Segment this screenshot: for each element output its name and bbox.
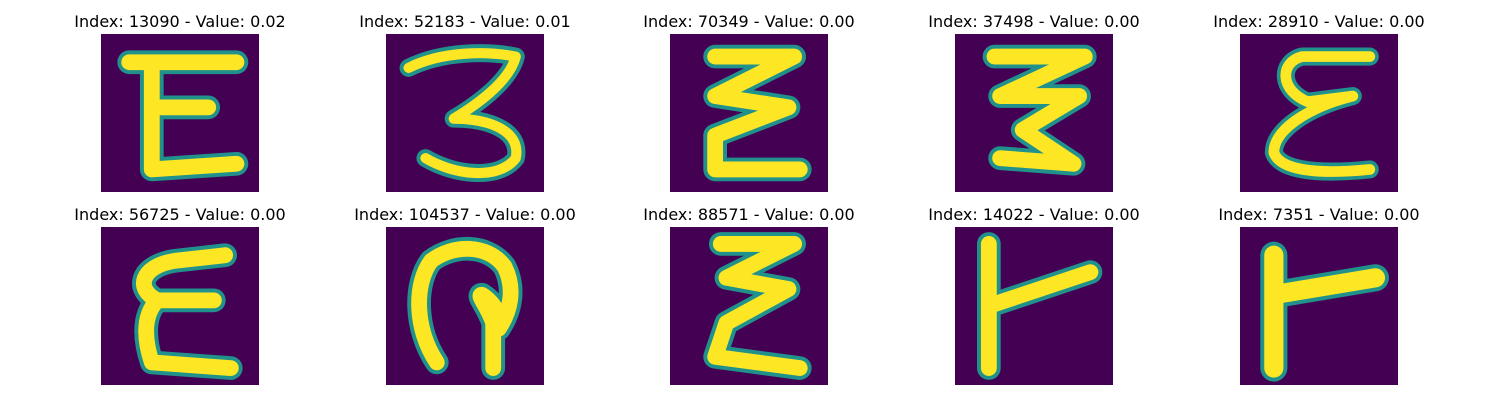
panel-3: Index: 70349 - Value: 0.00 [619, 12, 879, 197]
glyph-e-shape [132, 243, 243, 380]
glyph-sigma-shape [703, 44, 812, 182]
panel-title: Index: 14022 - Value: 0.00 [928, 205, 1140, 224]
glyph-e-shape [117, 50, 249, 182]
glyph-gamma-shape [1260, 241, 1389, 382]
panel-title: Index: 70349 - Value: 0.00 [643, 12, 855, 31]
glyph-image [386, 227, 544, 385]
glyph-image [955, 227, 1113, 385]
glyph-image [1240, 227, 1398, 385]
panel-1: Index: 13090 - Value: 0.02 [50, 12, 310, 197]
panel-title: Index: 7351 - Value: 0.00 [1218, 205, 1420, 224]
panel-9: Index: 14022 - Value: 0.00 [904, 205, 1164, 390]
panel-2: Index: 52183 - Value: 0.01 [335, 12, 595, 197]
panel-8: Index: 88571 - Value: 0.00 [619, 205, 879, 390]
panel-10: Index: 7351 - Value: 0.00 [1189, 205, 1449, 390]
panel-4: Index: 37498 - Value: 0.00 [904, 12, 1164, 197]
glyph-loop-shape [407, 237, 523, 380]
glyph-image [101, 34, 259, 192]
panel-6: Index: 56725 - Value: 0.00 [50, 205, 310, 390]
panel-title: Index: 13090 - Value: 0.02 [74, 12, 286, 31]
panel-7: Index: 104537 - Value: 0.00 [335, 205, 595, 390]
glyph-zigzag-shape [982, 44, 1097, 176]
glyph-image [955, 34, 1113, 192]
glyph-image [101, 227, 259, 385]
panel-title: Index: 88571 - Value: 0.00 [643, 205, 855, 224]
panel-title: Index: 28910 - Value: 0.00 [1213, 12, 1425, 31]
panel-title: Index: 104537 - Value: 0.00 [354, 205, 576, 224]
panel-title: Index: 37498 - Value: 0.00 [928, 12, 1140, 31]
glyph-e-curly-shape [1264, 47, 1379, 181]
glyph-image [386, 34, 544, 192]
panel-5: Index: 28910 - Value: 0.00 [1189, 12, 1449, 197]
glyph-gamma-shape [977, 232, 1103, 380]
panel-title: Index: 52183 - Value: 0.01 [359, 12, 571, 31]
glyph-image [670, 34, 828, 192]
glyph-three-shape [399, 44, 526, 183]
glyph-image [670, 227, 828, 385]
panel-title: Index: 56725 - Value: 0.00 [74, 205, 286, 224]
glyph-sigma-shape [703, 232, 812, 380]
glyph-image [1240, 34, 1398, 192]
